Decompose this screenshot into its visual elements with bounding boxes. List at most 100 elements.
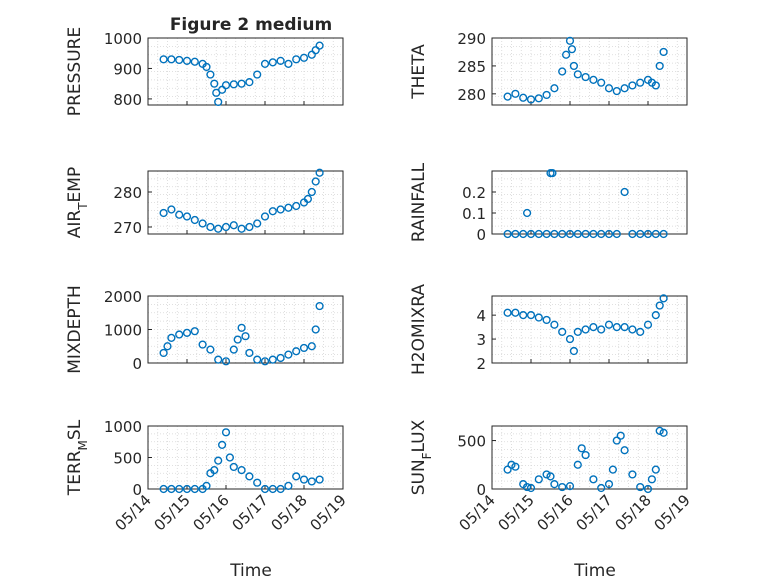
data-point bbox=[221, 357, 231, 366]
data-point bbox=[268, 58, 277, 67]
data-point bbox=[659, 229, 668, 239]
data-point bbox=[182, 484, 192, 494]
data-point bbox=[311, 46, 320, 55]
data-point bbox=[190, 57, 199, 66]
data-point bbox=[589, 475, 598, 484]
data-point bbox=[526, 95, 536, 104]
data-point bbox=[550, 320, 559, 329]
data-point bbox=[628, 470, 637, 479]
data-point bbox=[597, 325, 606, 334]
data-point bbox=[233, 335, 242, 344]
data-point bbox=[315, 475, 324, 484]
y-tick-label: 1000 bbox=[104, 30, 142, 48]
data-point bbox=[573, 70, 582, 79]
data-point bbox=[628, 325, 637, 334]
data-point bbox=[315, 301, 324, 311]
x-tick-label: 05/19 bbox=[651, 491, 694, 534]
data-point bbox=[237, 224, 246, 233]
data-point bbox=[253, 478, 262, 487]
data-point bbox=[225, 453, 235, 462]
data-point bbox=[237, 323, 246, 332]
data-point bbox=[558, 482, 567, 492]
data-point bbox=[221, 428, 231, 437]
panel-air-temp: 270 280 AIRTEMP bbox=[65, 167, 344, 238]
data-point bbox=[581, 229, 590, 239]
y-tick-label: 500 bbox=[113, 450, 142, 468]
data-point bbox=[210, 466, 219, 475]
data-point bbox=[522, 482, 532, 492]
data-point bbox=[163, 342, 172, 351]
data-point bbox=[292, 55, 301, 64]
data-point bbox=[315, 168, 324, 177]
x-axis-label-left: Time bbox=[229, 561, 272, 581]
data-point bbox=[268, 484, 277, 494]
data-point bbox=[581, 72, 590, 82]
panel-h2omixra: 2 3 4 H2OMIXRA bbox=[409, 284, 688, 375]
data-point bbox=[284, 59, 293, 68]
data-point bbox=[636, 229, 645, 239]
y-axis-label: MIXDEPTH bbox=[65, 285, 85, 374]
data-point bbox=[620, 323, 629, 332]
data-point bbox=[573, 229, 582, 239]
data-point bbox=[597, 483, 606, 493]
data-point bbox=[542, 90, 551, 100]
data-point bbox=[202, 62, 211, 72]
data-point bbox=[229, 345, 238, 354]
data-point bbox=[659, 294, 668, 303]
data-point bbox=[503, 308, 512, 317]
data-point bbox=[167, 333, 176, 342]
data-point bbox=[561, 50, 571, 59]
y-tick-label: 2000 bbox=[104, 288, 142, 306]
data-point bbox=[647, 475, 657, 484]
data-point bbox=[229, 462, 238, 472]
data-point bbox=[604, 480, 614, 489]
axes-box bbox=[491, 425, 688, 490]
data-point bbox=[229, 80, 238, 89]
y-tick-label: 500 bbox=[457, 433, 486, 451]
data-point bbox=[534, 475, 543, 484]
data-point bbox=[303, 194, 313, 204]
data-point bbox=[182, 56, 192, 65]
data-point bbox=[503, 92, 512, 101]
data-point bbox=[292, 347, 301, 356]
x-tick-label: 05/17 bbox=[573, 491, 616, 534]
data-point bbox=[597, 229, 606, 239]
data-point bbox=[581, 325, 590, 334]
data-point bbox=[507, 460, 516, 469]
data-point bbox=[237, 79, 246, 88]
x-tick-label: 05/16 bbox=[190, 491, 233, 534]
data-point bbox=[237, 466, 246, 475]
data-point bbox=[519, 93, 528, 102]
data-point bbox=[550, 229, 559, 239]
y-axis-label: SUNFLUX bbox=[409, 419, 434, 495]
data-point bbox=[519, 229, 528, 239]
data-point bbox=[655, 61, 664, 71]
data-point bbox=[526, 483, 536, 493]
data-point bbox=[241, 332, 250, 341]
data-point bbox=[534, 94, 543, 103]
y-axis-label: H2OMIXRA bbox=[409, 284, 429, 375]
data-point bbox=[522, 208, 532, 218]
data-point bbox=[565, 481, 575, 491]
data-point bbox=[655, 301, 664, 310]
data-point bbox=[315, 41, 324, 50]
data-point bbox=[307, 187, 316, 197]
data-point bbox=[229, 221, 238, 230]
panel-terr-msl: 0500100005/1405/1505/1605/1705/1805/19TE… bbox=[65, 418, 350, 534]
data-point bbox=[221, 222, 231, 232]
panel-theta: 280 285 290 THETA bbox=[409, 30, 688, 106]
data-point bbox=[503, 229, 512, 239]
data-point bbox=[565, 229, 575, 239]
data-point bbox=[299, 475, 309, 484]
y-axis-label: THETA bbox=[409, 44, 429, 100]
data-point bbox=[526, 229, 536, 239]
panel-pressure: 800 900 1000 PRESSURE bbox=[65, 27, 344, 116]
data-point bbox=[534, 229, 543, 239]
data-point bbox=[214, 355, 223, 364]
data-point bbox=[167, 484, 176, 494]
data-point bbox=[511, 229, 520, 239]
x-tick-label: 05/15 bbox=[495, 491, 538, 534]
data-point bbox=[573, 327, 582, 336]
data-point bbox=[214, 224, 223, 233]
data-point bbox=[268, 207, 277, 216]
